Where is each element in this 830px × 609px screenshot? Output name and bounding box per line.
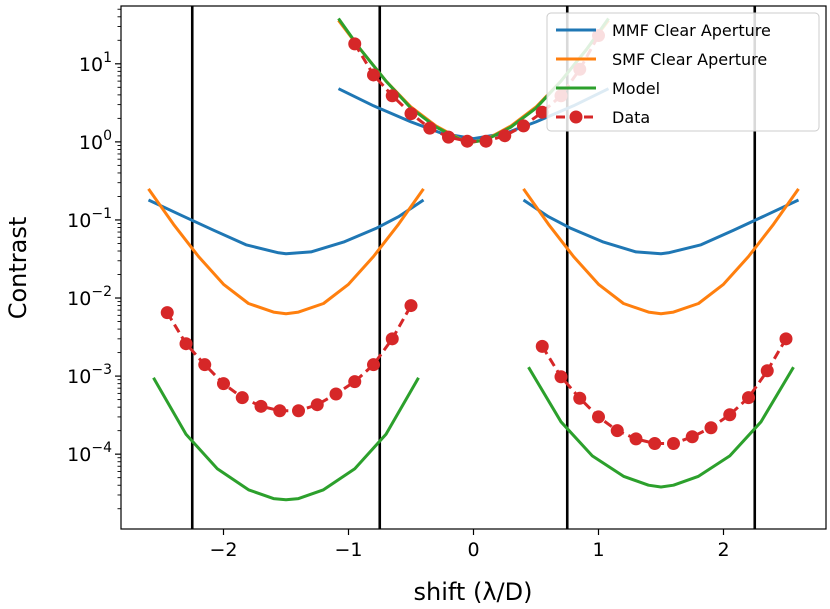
y-tick-label: 10−2 [67,284,112,310]
data-point [198,358,212,372]
y-tick-label: 101 [79,50,112,76]
series-line-0-2 [522,198,800,256]
data-point [348,37,362,51]
legend-box [546,12,820,132]
data-point [554,370,568,384]
series-layer [147,17,800,502]
data-point [498,129,512,143]
legend: MMF Clear Aperture SMF Clear Aperture Mode… [546,12,820,132]
data-point [217,377,230,391]
data-point [404,107,418,121]
data-point [667,436,680,450]
data-point [479,134,493,148]
series-line-1-2 [522,188,800,316]
series-line-0-0 [147,198,425,256]
x-tick-label: −2 [209,539,237,561]
data-point [460,134,474,148]
legend-marker [569,110,583,124]
data-point [517,119,530,133]
legend-label: Model [612,79,660,98]
series-line-2-0 [152,377,420,502]
y-tick-label: 10−4 [67,440,112,466]
data-point [385,332,399,346]
data-point [329,387,343,401]
data-point [273,404,287,418]
x-tick-label: 2 [717,539,729,561]
data-point [292,404,305,418]
data-point [535,105,549,119]
data-point [685,430,699,444]
legend-label: Data [612,108,650,127]
data-point [442,130,455,144]
data-point [742,391,755,405]
data-point [179,337,193,351]
x-tick-label: −1 [334,539,362,561]
data-point [367,68,380,82]
data-point [610,424,624,438]
legend-label: SMF Clear Aperture [612,50,767,69]
y-tick-label: 10−3 [67,362,112,388]
data-point [385,89,399,103]
data-point [629,432,643,446]
y-tick-label: 100 [79,128,112,154]
data-point [535,339,549,353]
data-point [648,436,662,450]
legend-label: MMF Clear Aperture [612,21,771,40]
series-line-2-2 [527,366,795,489]
series-line-1-0 [147,188,425,316]
y-axis-label: Contrast [4,217,32,320]
axis-ticks: −2 −1 0 1 2 10−4 10−3 10−2 10−1 100 101 [67,8,730,561]
x-tick-label: 1 [592,539,604,561]
data-point [348,375,362,389]
x-axis-label: shift (λ/D) [414,578,533,606]
data-point [592,410,605,424]
data-point [723,408,737,422]
data-point [704,421,718,435]
data-point [423,121,437,135]
data-point [760,364,774,378]
data-point [573,391,587,405]
data-point [779,332,793,346]
data-point [310,398,324,412]
data-point [404,299,418,313]
data-point [235,391,249,405]
data-point [367,358,380,372]
data-point [160,306,174,320]
data-point [254,399,268,413]
y-tick-label: 10−1 [67,206,112,232]
x-tick-label: 0 [467,539,479,561]
